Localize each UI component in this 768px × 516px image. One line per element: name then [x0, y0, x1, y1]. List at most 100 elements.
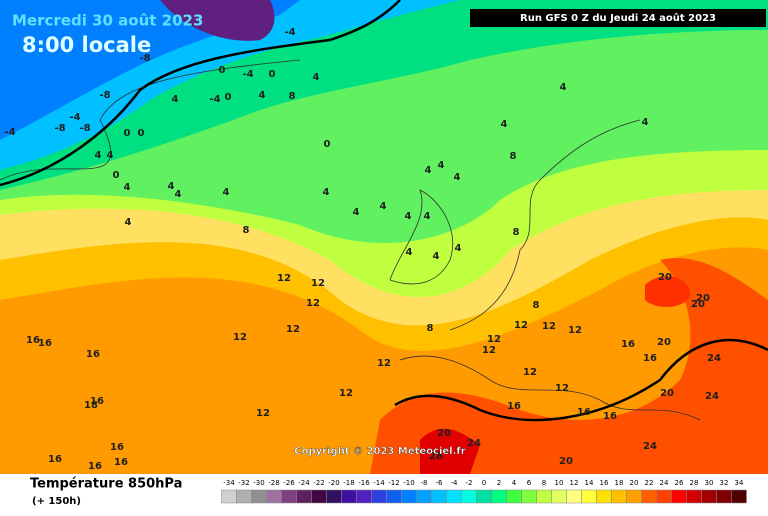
color-scale: -34 -32 -30 -28 -26 -24 -22 -20 -18 -16 -14 -12 -10-… [221, 479, 747, 504]
contour-label: 4 [560, 82, 567, 93]
scale-label: -18 [343, 479, 354, 487]
contour-label: 16 [90, 396, 104, 407]
scale-label: 8 [542, 479, 546, 487]
scale-label: -14 [373, 479, 385, 487]
contour-label: 16 [86, 349, 100, 360]
contour-label: 12 [555, 383, 569, 394]
contour-label: 12 [568, 325, 582, 336]
contour-label: 4 [406, 247, 413, 258]
scale-label: 20 [630, 479, 639, 487]
scale-label: -10 [403, 479, 414, 487]
scale-label: 2 [497, 479, 501, 487]
contour-label: -4 [4, 127, 15, 138]
scale-swatch [326, 489, 342, 504]
scale-label: -4 [451, 479, 459, 487]
contour-label: 8 [289, 91, 296, 102]
scale-label: 0 [482, 479, 486, 487]
twenty-isotherm [394, 338, 768, 422]
contour-label: 0 [138, 128, 145, 139]
contour-label: -8 [54, 123, 65, 134]
contour-label: 20 [660, 388, 674, 399]
contour-label: 24 [643, 441, 657, 452]
contour-label: 4 [125, 217, 132, 228]
contour-label: 20 [696, 293, 710, 304]
contour-label: 16 [48, 454, 62, 465]
scale-swatch [581, 489, 597, 504]
scale-swatch [656, 489, 672, 504]
contour-label: 20 [437, 428, 451, 439]
contour-label: 4 [425, 165, 432, 176]
coastlines [0, 59, 701, 421]
contour-label: 4 [405, 211, 412, 222]
local-time: 8:00 locale [22, 33, 151, 57]
scale-swatch [461, 489, 477, 504]
contour-label: 18 [84, 400, 98, 411]
run-info: Run GFS 0 Z du Jeudi 24 août 2023 [520, 12, 716, 24]
contour-label: 16 [110, 442, 124, 453]
contour-label: 12 [233, 332, 247, 343]
contour-label: 28 [429, 451, 443, 462]
scale-label: 16 [600, 479, 609, 487]
contour-label: 24 [467, 438, 481, 449]
scale-label: -6 [436, 479, 444, 487]
contour-label: 24 [705, 391, 719, 402]
contour-label: 8 [427, 323, 434, 334]
contour-label: 0 [269, 69, 276, 80]
copyright: Copyright © 2023 Meteociel.fr [294, 446, 465, 457]
scale-label: -12 [388, 479, 399, 487]
contour-label: 4 [259, 90, 266, 101]
contour-label: 16 [621, 339, 635, 350]
contour-label: 0 [219, 65, 226, 76]
scale-swatch [641, 489, 657, 504]
contour-label: 4 [313, 72, 320, 83]
scale-label: -16 [358, 479, 370, 487]
scale-label: 32 [720, 479, 729, 487]
contour-label: 12 [277, 273, 291, 284]
contour-label: 12 [286, 324, 300, 335]
scale-label: -24 [298, 479, 310, 487]
contour-label: 16 [88, 461, 102, 472]
contour-label: 12 [482, 345, 496, 356]
contour-label: 4 [107, 150, 114, 161]
scale-swatch [341, 489, 357, 504]
scale-label: 12 [570, 479, 579, 487]
contour-label: 8 [243, 225, 250, 236]
contour-label: 12 [311, 278, 325, 289]
scale-label: 4 [512, 479, 517, 487]
scale-label: -2 [466, 479, 473, 487]
contour-label: 24 [707, 353, 721, 364]
contour-label: 4 [172, 94, 179, 105]
contour-label: 12 [339, 388, 353, 399]
scale-label: -8 [421, 479, 428, 487]
scale-swatch [401, 489, 417, 504]
contour-label: 0 [225, 92, 232, 103]
scale-label: 18 [615, 479, 624, 487]
scale-label: -20 [328, 479, 339, 487]
contour-label: 16 [577, 407, 591, 418]
contour-label: 4 [455, 243, 462, 254]
scale-swatch [251, 489, 267, 504]
contour-label: 0 [124, 128, 131, 139]
scale-label: -32 [238, 479, 249, 487]
contour-label: -8 [79, 123, 90, 134]
scale-swatch [596, 489, 612, 504]
scale-swatch [491, 489, 507, 504]
contour-label: 12 [377, 358, 391, 369]
scale-swatch [221, 489, 237, 504]
scale-swatch [671, 489, 687, 504]
scale-swatch [236, 489, 252, 504]
legend-title: Température 850hPa [30, 477, 182, 492]
contour-label: 4 [433, 251, 440, 262]
scale-swatch [506, 489, 522, 504]
contour-label: 20 [657, 337, 671, 348]
contour-label: 4 [95, 150, 102, 161]
scale-label: 22 [645, 479, 654, 487]
contour-label: 12 [487, 334, 501, 345]
scale-swatch [446, 489, 462, 504]
contour-label: 4 [642, 117, 649, 128]
scale-label: 26 [675, 479, 684, 487]
contour-label: 16 [26, 335, 40, 346]
forecast-date: Mercredi 30 août 2023 [12, 12, 203, 30]
scale-label: -28 [268, 479, 279, 487]
